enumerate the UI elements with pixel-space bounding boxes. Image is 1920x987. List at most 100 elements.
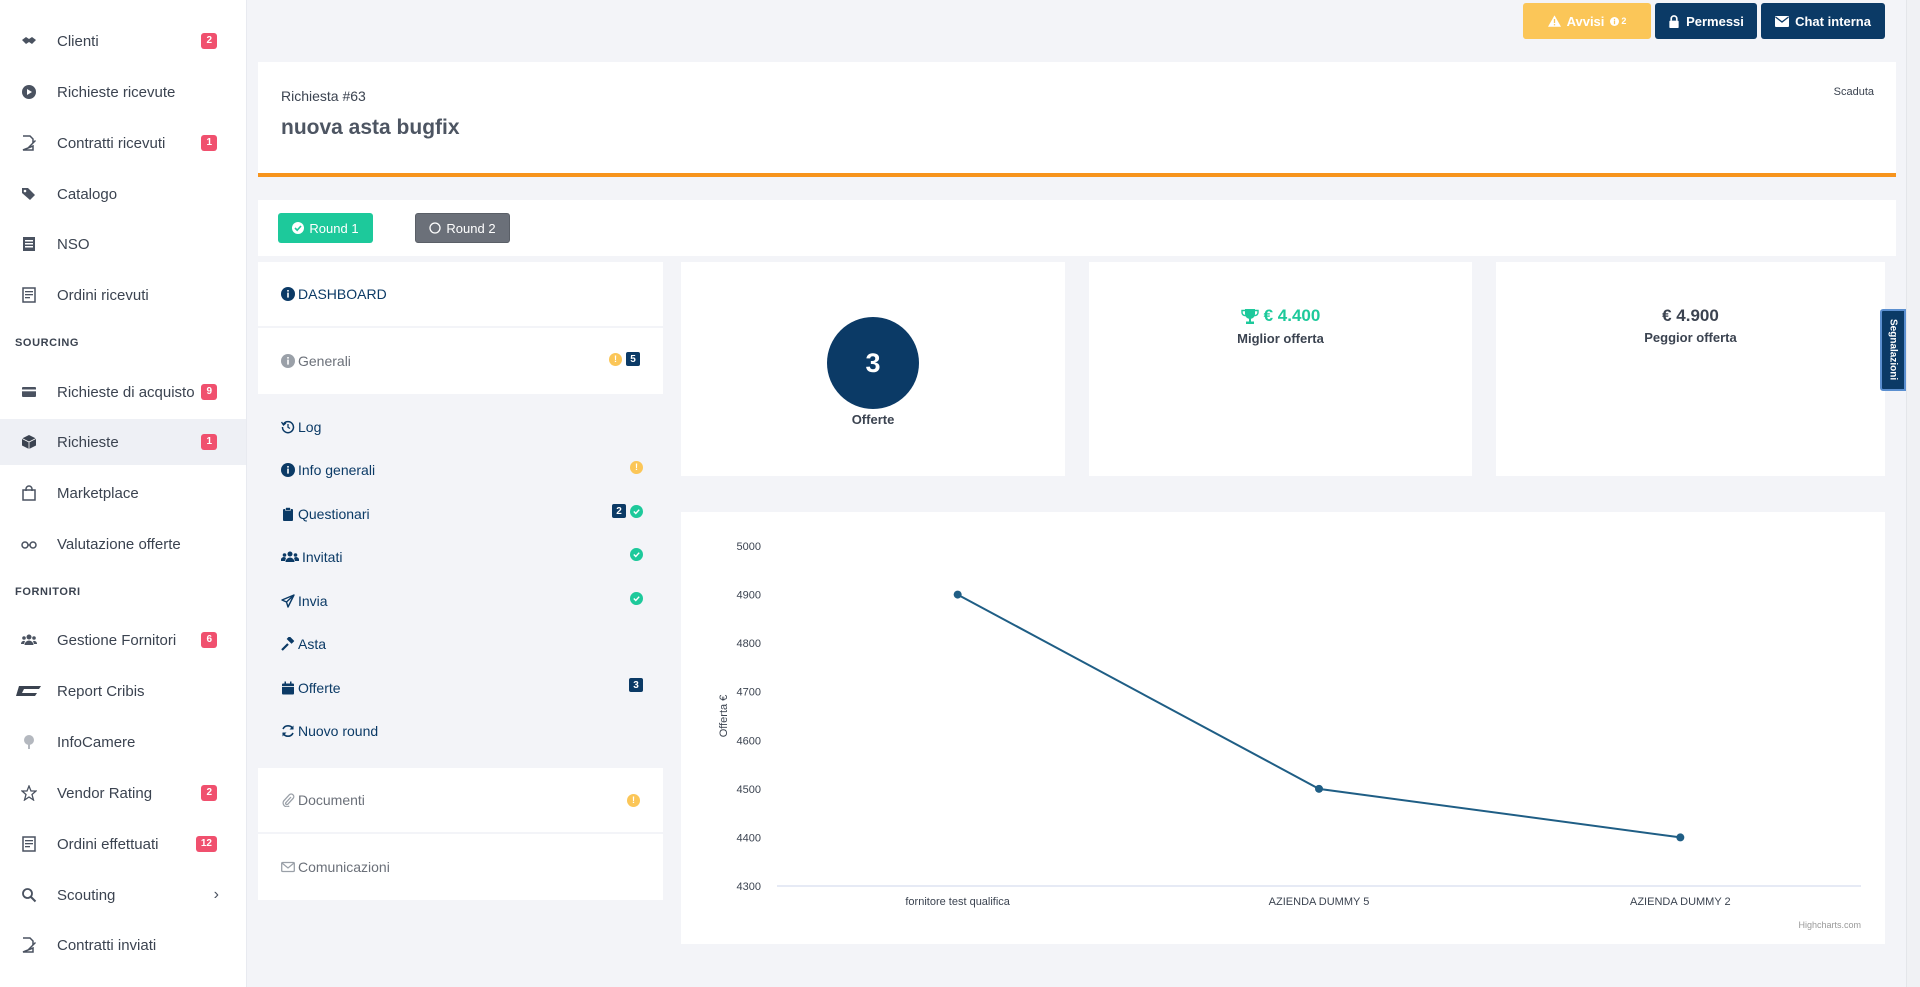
sidebar-item-contratti-inviati[interactable]: Contratti inviati xyxy=(0,922,246,968)
comunicazioni-label: Comunicazioni xyxy=(298,859,390,875)
sidebar-item-valutazione-offerte[interactable]: Valutazione offerte xyxy=(0,521,246,567)
nav-item-label: Info generali xyxy=(298,462,376,478)
file-signature-icon xyxy=(21,135,37,151)
comunicazioni-section[interactable]: Comunicazioni xyxy=(258,834,663,900)
round-2-button[interactable]: Round 2 xyxy=(415,213,510,243)
sidebar-item-marketplace[interactable]: Marketplace xyxy=(0,470,246,516)
check-circle-icon xyxy=(630,591,643,605)
nav-item-offerte[interactable]: Offerte 3 xyxy=(281,673,643,703)
check-circle-icon xyxy=(630,504,643,518)
sidebar-item-ordini-ricevuti[interactable]: Ordini ricevuti xyxy=(0,272,246,318)
credit-card-icon xyxy=(21,384,37,400)
x-tick-label: AZIENDA DUMMY 5 xyxy=(1269,896,1370,908)
request-number: Richiesta #63 xyxy=(281,88,366,104)
avvisi-label: Avvisi xyxy=(1566,13,1605,29)
sidebar-item-clienti[interactable]: Clienti 2 xyxy=(0,18,246,64)
y-tick-label: 4500 xyxy=(737,784,761,796)
documenti-section[interactable]: Documenti ! xyxy=(258,768,663,832)
sidebar-item-label: Vendor Rating xyxy=(57,784,153,802)
nav-item-invitati[interactable]: Invitati xyxy=(281,542,643,572)
warning-dot-icon: ! xyxy=(630,460,643,474)
data-point xyxy=(1676,833,1685,842)
documenti-label: Documenti xyxy=(298,792,365,808)
nav-item-questionari[interactable]: Questionari 2 xyxy=(281,499,643,529)
dashboard-label: DASHBOARD xyxy=(298,286,387,302)
sidebar-item-contratti-ricevuti[interactable]: Contratti ricevuti 1 xyxy=(0,120,246,166)
round-bar: Round 1 Round 2 xyxy=(258,200,1896,256)
x-tick-label: fornitore test qualifica xyxy=(905,896,1010,908)
generali-label: Generali xyxy=(298,353,351,369)
best-offer-label: Miglior offerta xyxy=(1237,331,1324,346)
tree-icon xyxy=(21,734,37,750)
nav-item-label: Invitati xyxy=(302,549,343,565)
users-icon xyxy=(21,632,37,648)
generali-section[interactable]: Generali ! 5 xyxy=(258,328,663,394)
best-offer-value: € 4.400 xyxy=(1263,306,1321,325)
receipt-icon xyxy=(21,287,37,303)
sidebar-item-ordini-effettuati[interactable]: Ordini effettuati 12 xyxy=(0,821,246,867)
y-tick-label: 4900 xyxy=(737,590,761,602)
nav-item-asta[interactable]: Asta xyxy=(281,629,643,659)
sidebar-item-catalogo[interactable]: Catalogo xyxy=(0,171,246,217)
trophy-icon xyxy=(1240,308,1259,324)
nav-item-info-generali[interactable]: Info generali ! xyxy=(281,455,643,485)
sidebar-item-nso[interactable]: NSO xyxy=(0,221,246,267)
nav-item-invia[interactable]: Invia xyxy=(281,586,643,616)
nav-item-log[interactable]: Log xyxy=(281,412,643,442)
sidebar-item-label: Ordini effettuati xyxy=(57,835,159,853)
sidebar-item-label: Gestione Fornitori xyxy=(57,631,177,649)
gavel-icon xyxy=(281,637,295,651)
avvisi-button[interactable]: Avvisi 2 xyxy=(1523,3,1651,39)
scrollbar[interactable] xyxy=(1906,0,1920,987)
segnalazioni-tab[interactable]: Segnalazioni xyxy=(1880,309,1906,391)
series-line xyxy=(957,593,1681,839)
round-1-button[interactable]: Round 1 xyxy=(278,213,373,243)
count-badge: 12 xyxy=(195,836,217,852)
sidebar-item-report-cribis[interactable]: Report Cribis xyxy=(0,668,246,714)
y-tick-label: 5000 xyxy=(737,541,761,553)
sidebar-item-label: Scouting xyxy=(57,886,116,904)
sync-icon xyxy=(281,724,295,738)
offers-chart: 4300 4400 4500 4600 4700 4800 4900 5000 Offerta … xyxy=(681,512,1885,944)
count-badge: 9 xyxy=(201,384,217,400)
sidebar-item-label: Richieste di acquisto xyxy=(57,383,195,401)
worst-offer-value: € 4.900 xyxy=(1662,306,1719,325)
sidebar-item-label: Ordini ricevuti xyxy=(57,286,149,304)
x-tick-label: AZIENDA DUMMY 2 xyxy=(1630,896,1731,908)
sidebar: Clienti 2 Richieste ricevute Contratti r… xyxy=(0,0,247,987)
sidebar-item-richieste-ricevute[interactable]: Richieste ricevute xyxy=(0,69,246,115)
best-offer-card: € 4.400 Miglior offerta xyxy=(1089,262,1472,476)
permessi-label: Permessi xyxy=(1686,13,1744,29)
check-circle-icon xyxy=(292,222,305,234)
avvisi-count: 2 xyxy=(1610,16,1626,26)
check-circle-icon xyxy=(630,547,643,561)
nav-item-label: Log xyxy=(298,419,322,435)
count-badge: 6 xyxy=(201,632,217,648)
count-badge: 3 xyxy=(629,678,643,692)
y-axis-label: Offerta € xyxy=(718,695,730,738)
section-title-fornitori: FORNITORI xyxy=(15,586,81,598)
sidebar-item-label: NSO xyxy=(57,235,90,253)
lock-icon xyxy=(1669,14,1679,28)
sidebar-item-vendor-rating[interactable]: Vendor Rating 2 xyxy=(0,770,246,816)
clipboard-icon xyxy=(281,507,295,521)
sidebar-item-infocamere[interactable]: InfoCamere xyxy=(0,719,246,765)
chevron-right-icon: › xyxy=(213,886,219,903)
nav-item-label: Invia xyxy=(298,593,328,609)
sidebar-item-scouting[interactable]: Scouting › xyxy=(0,872,246,918)
worst-offer-label: Peggior offerta xyxy=(1644,330,1737,345)
nav-item-nuovo-round[interactable]: Nuovo round xyxy=(281,716,643,746)
permessi-button[interactable]: Permessi xyxy=(1655,3,1757,39)
sidebar-item-richieste-di-acquisto[interactable]: Richieste di acquisto 9 xyxy=(0,369,246,415)
chat-interna-button[interactable]: Chat interna xyxy=(1761,3,1885,39)
y-tick-label: 4800 xyxy=(737,638,761,650)
dashboard-section[interactable]: DASHBOARD xyxy=(258,262,663,326)
warning-dot-icon: ! xyxy=(609,352,622,366)
offers-label: Offerte xyxy=(851,412,895,427)
page-title: nuova asta bugfix xyxy=(281,116,460,139)
sidebar-item-label: InfoCamere xyxy=(57,733,136,751)
segnalazioni-label: Segnalazioni xyxy=(1887,319,1899,381)
sidebar-item-richieste[interactable]: Richieste 1 xyxy=(0,419,246,465)
sidebar-item-gestione-fornitori[interactable]: Gestione Fornitori 6 xyxy=(0,617,246,663)
cube-icon xyxy=(21,434,37,450)
